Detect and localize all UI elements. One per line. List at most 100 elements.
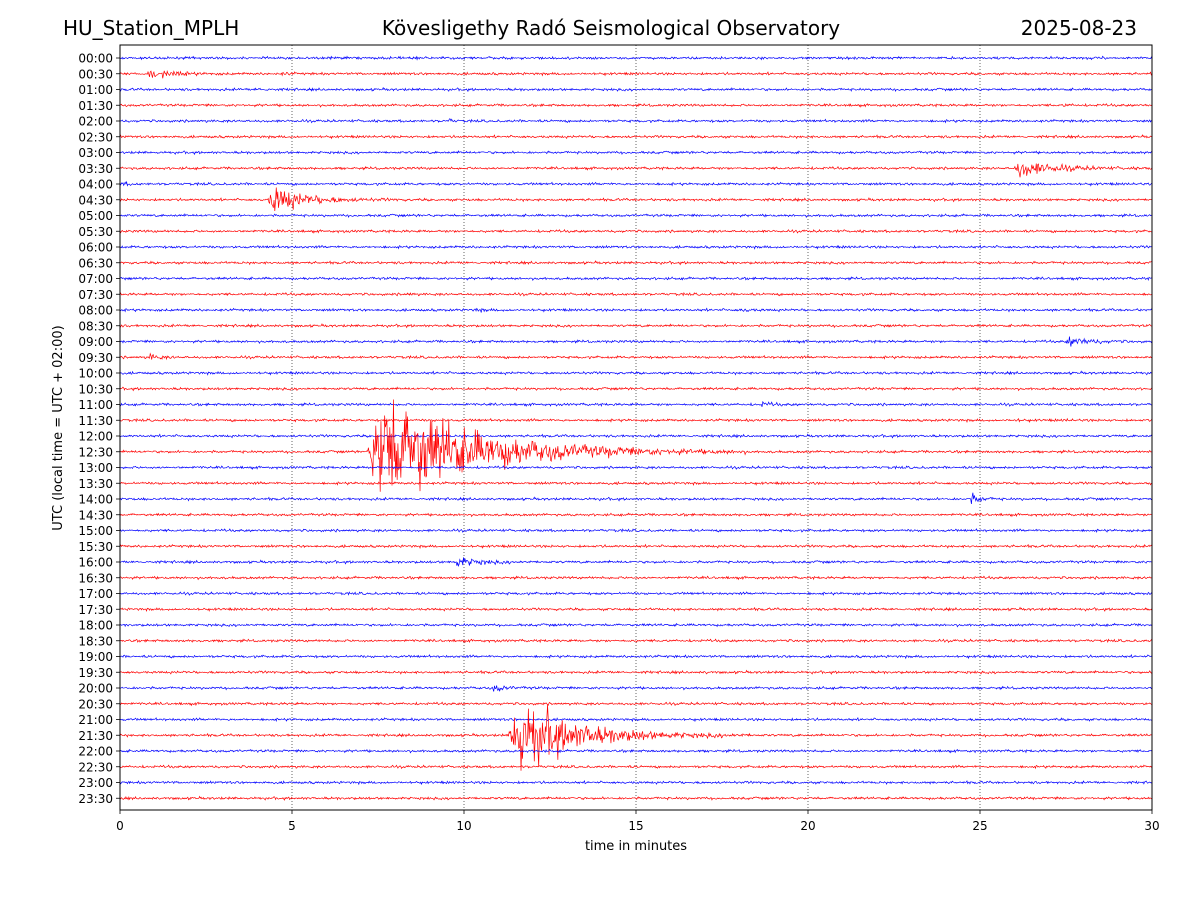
y-tick-label: 03:00 [78,146,113,160]
trace-0000 [119,55,1153,61]
trace-2030 [119,701,1153,707]
trace-1000 [119,370,1153,376]
y-tick-label: 11:00 [78,398,113,412]
x-axis-ticks: 0 5 10 15 20 25 30 [116,810,1160,833]
y-tick-label: 23:00 [78,776,113,790]
y-tick-label: 05:30 [78,225,113,239]
trace-1930 [119,669,1153,675]
y-tick-label: 17:00 [78,587,113,601]
trace-1700 [119,591,1153,597]
trace-0630 [119,260,1153,266]
y-tick-label: 18:30 [78,634,113,648]
y-tick-label: 04:30 [78,193,113,207]
y-tick-label: 09:00 [78,335,113,349]
y-tick-label: 18:00 [78,619,113,633]
x-axis-label: time in minutes [585,839,687,854]
y-tick-label: 10:00 [78,367,113,381]
trace-2300 [119,780,1153,786]
y-tick-label: 15:00 [78,524,113,538]
y-tick-label: 00:30 [78,67,113,81]
y-tick-label: 11:30 [78,414,113,428]
trace-1830 [119,638,1153,644]
trace-0500 [119,213,1153,219]
y-tick-label: 19:00 [78,650,113,664]
trace-0430 [119,187,1153,212]
trace-0300 [119,150,1153,156]
y-tick-label: 20:00 [78,682,113,696]
trace-0230 [119,134,1153,140]
trace-2130 [119,704,1153,771]
trace-0100 [119,86,1153,93]
trace-0830 [119,323,1153,329]
y-tick-label: 14:00 [78,493,113,507]
trace-1900 [119,654,1153,660]
y-tick-label: 12:30 [78,445,113,459]
x-tick-label: 5 [288,819,296,833]
y-tick-label: 14:30 [78,508,113,522]
x-tick-label: 15 [628,819,643,833]
y-tick-label: 12:00 [78,430,113,444]
trace-1100 [119,400,1153,408]
chart-title: Kövesligethy Radó Seismological Observat… [382,16,840,40]
y-tick-label: 16:00 [78,556,113,570]
y-tick-label: 02:30 [78,130,113,144]
y-tick-label: 22:30 [78,760,113,774]
trace-1130 [119,417,1153,423]
y-tick-label: 17:30 [78,603,113,617]
y-tick-label: 16:30 [78,571,113,585]
trace-0330 [119,163,1153,178]
y-tick-label: 03:30 [78,162,113,176]
x-tick-label: 0 [116,819,124,833]
y-tick-label: 09:30 [78,351,113,365]
trace-1300 [119,465,1153,471]
x-tick-label: 20 [800,819,815,833]
trace-1400 [119,492,1153,504]
trace-0030 [119,69,1153,79]
trace-0130 [119,102,1153,108]
y-tick-label: 19:30 [78,666,113,680]
trace-2000 [119,685,1153,692]
y-tick-label: 07:00 [78,272,113,286]
y-tick-label: 13:00 [78,461,113,475]
y-tick-label: 08:30 [78,319,113,333]
y-tick-label: 21:00 [78,713,113,727]
y-tick-label: 22:00 [78,745,113,759]
trace-2100 [119,717,1153,723]
y-tick-label: 20:30 [78,697,113,711]
trace-0700 [119,276,1152,282]
y-tick-label: 23:30 [78,792,113,806]
trace-1800 [119,622,1153,628]
trace-0530 [119,228,1153,234]
trace-1630 [119,575,1153,581]
x-tick-label: 10 [456,819,471,833]
y-tick-label: 01:30 [78,99,113,113]
y-tick-label: 02:00 [78,115,113,129]
y-tick-label: 01:00 [78,83,113,97]
y-tick-label: 21:30 [78,729,113,743]
x-tick-label: 30 [1144,819,1159,833]
trace-1200 [119,433,1153,439]
chart-date: 2025-08-23 [1021,16,1137,40]
y-tick-label: 00:00 [78,52,113,66]
y-tick-label: 04:00 [78,178,113,192]
y-tick-label: 06:00 [78,241,113,255]
trace-1500 [119,528,1153,534]
trace-0730 [119,291,1153,297]
trace-1230 [119,399,1153,492]
trace-1330 [119,480,1153,486]
y-tick-label: 05:00 [78,209,113,223]
trace-1600 [119,557,1153,568]
vertical-grid [291,45,981,810]
trace-0400 [119,180,1153,187]
trace-0200 [119,118,1153,124]
trace-1030 [119,386,1153,392]
y-tick-label: 15:30 [78,540,113,554]
trace-0600 [119,244,1153,250]
y-axis-label: UTC (local time = UTC + 02:00) [51,325,66,530]
trace-2200 [119,748,1153,754]
seismic-traces [119,55,1153,801]
trace-0800 [119,307,1153,313]
trace-2330 [119,795,1153,801]
y-tick-label: 08:00 [78,304,113,318]
y-tick-label: 06:30 [78,256,113,270]
